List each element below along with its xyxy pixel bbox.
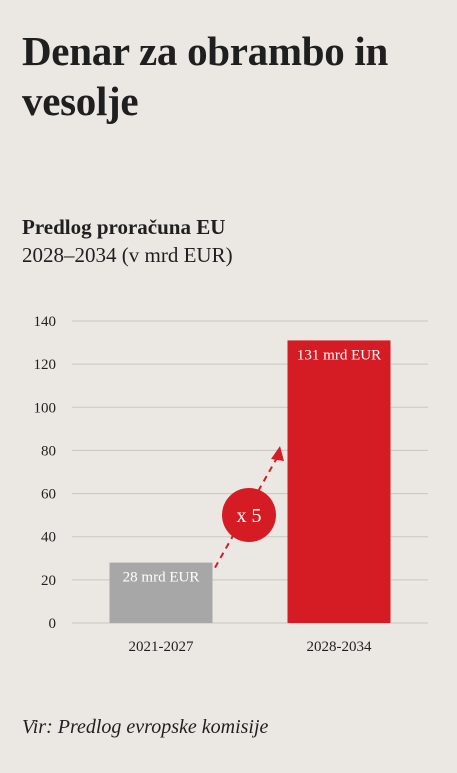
growth-annotation: x 5 (214, 446, 284, 569)
y-axis-ticks: 0 20 40 60 80 100 120 140 (34, 314, 57, 632)
bar (109, 562, 213, 623)
y-tick-label: 60 (41, 487, 56, 503)
y-tick-label: 100 (34, 400, 57, 416)
multiplier-badge (222, 488, 276, 542)
y-tick-label: 20 (41, 573, 56, 589)
chart-title: Denar za obrambo in vesolje (22, 28, 388, 124)
bar-value-label: 28 mrd EUR (123, 570, 200, 586)
growth-arrow-head (271, 446, 284, 461)
bar-data-labels: 28 mrd EUR 131 mrd EUR (123, 347, 381, 585)
y-tick-label: 40 (41, 530, 56, 546)
subtitle-unit: (v mrd EUR) (116, 243, 233, 267)
y-tick-label: 120 (34, 357, 57, 373)
bar-chart: 0 20 40 60 80 100 120 140 28 mrd EUR 131 mrd EUR… (34, 314, 428, 655)
multiplier-label: x 5 (237, 505, 262, 527)
x-axis-ticks: 2021-2027 2028-2034 (129, 639, 372, 655)
bar-value-label: 131 mrd EUR (297, 347, 381, 363)
bars (109, 340, 391, 623)
subtitle-line1: Predlog proračuna EU (22, 215, 226, 239)
y-tick-label: 80 (41, 443, 56, 459)
y-tick-label: 0 (49, 616, 57, 632)
y-tick-label: 140 (34, 314, 57, 330)
subtitle-years: 2028–2034 (22, 243, 117, 267)
chart-subtitle: Predlog proračuna EU 2028–2034 (v mrd EU… (22, 213, 442, 269)
source-note: Vir: Predlog evropske komisije (22, 716, 269, 738)
bar (287, 340, 391, 623)
x-tick-label: 2021-2027 (129, 639, 194, 655)
x-tick-label: 2028-2034 (307, 639, 372, 655)
